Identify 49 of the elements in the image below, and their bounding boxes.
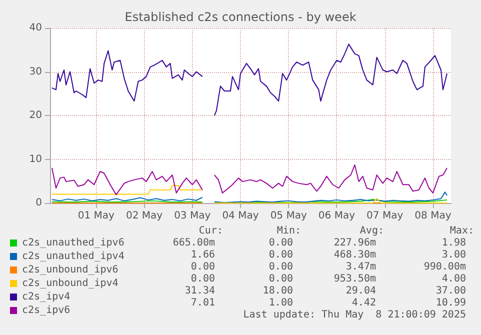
- text: 31.34: [184, 286, 215, 296]
- text: 227.96m: [334, 238, 376, 248]
- x-tick-label: 01 May: [78, 210, 114, 222]
- text: 0.00: [268, 238, 293, 248]
- x-tick-label: 03 May: [174, 210, 211, 222]
- legend-label: c2s_unauthed_ipv4: [22, 251, 124, 262]
- x-tick-label: 07 May: [366, 210, 404, 222]
- y-tick-label: 30: [29, 66, 42, 78]
- text: 0.00: [268, 250, 293, 260]
- text: 3.47m: [346, 262, 376, 272]
- y-tick-label: 20: [29, 110, 42, 121]
- chart-title: Established c2s connections - by week: [124, 10, 356, 24]
- x-tick-label: 02 May: [126, 210, 163, 222]
- text: 37.00: [436, 286, 466, 296]
- x-tick-label: 04 May: [222, 210, 259, 222]
- text: 1.00: [268, 298, 293, 308]
- text: 29.04: [346, 286, 376, 296]
- legend-label: c2s_ipv6: [22, 305, 70, 316]
- text: 1.98: [442, 238, 466, 248]
- text: 4.42: [352, 298, 376, 308]
- text: Max:: [450, 226, 474, 236]
- text: 468.30m: [334, 250, 376, 260]
- text: 0.00: [268, 274, 293, 284]
- text: 0.00: [190, 262, 215, 272]
- text: 4.00: [442, 274, 466, 284]
- x-tick-label: 05 May: [270, 210, 307, 222]
- text: 0.00: [268, 262, 293, 272]
- text: Last update: Thu May 8 21:00:09 2025: [243, 310, 466, 320]
- text: 953.50m: [334, 274, 376, 284]
- text: 0.00: [190, 274, 215, 284]
- text: Min:: [276, 226, 301, 236]
- legend-label: c2s_unbound_ipv4: [22, 278, 118, 289]
- x-tick-label: 06 May: [318, 210, 356, 222]
- text: 10.99: [436, 298, 466, 308]
- text: Avg:: [360, 226, 384, 236]
- text: 1.66: [190, 250, 215, 260]
- y-tick-label: 0: [36, 198, 42, 208]
- text: 665.00m: [172, 238, 215, 248]
- text: Cur:: [198, 226, 223, 236]
- legend-label: c2s_ipv4: [22, 292, 70, 302]
- x-tick-label: 08 May: [414, 210, 452, 222]
- y-tick-label: 40: [29, 22, 42, 34]
- text: 18.00: [262, 286, 293, 296]
- legend-label: c2s_unbound_ipv6: [22, 264, 118, 276]
- legend-label: c2s_unauthed_ipv6: [22, 238, 124, 248]
- text: 3.00: [442, 250, 466, 260]
- y-tick-label: 10: [29, 154, 42, 165]
- text: 7.01: [190, 298, 215, 308]
- text: 990.00m: [424, 262, 466, 272]
